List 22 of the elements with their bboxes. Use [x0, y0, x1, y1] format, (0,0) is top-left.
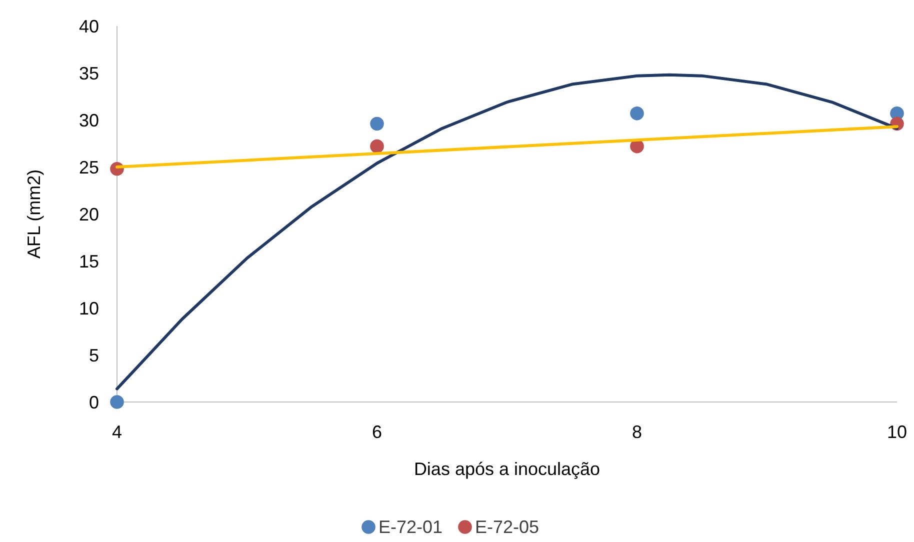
- point: [370, 116, 384, 131]
- x-axis-title: Dias após a inoculação: [414, 459, 600, 479]
- point: [370, 139, 384, 154]
- point: [630, 139, 644, 154]
- y-axis-title: AFL (mm2): [24, 169, 44, 259]
- y-tick-label: 25: [78, 157, 99, 178]
- y-tick-label: 10: [78, 298, 99, 318]
- x-tick-label: 8: [632, 422, 642, 442]
- y-tick-label: 35: [78, 63, 99, 84]
- x-tick-label: 6: [372, 422, 382, 442]
- legend-label: E-72-01: [378, 517, 443, 537]
- y-tick-label: 15: [78, 251, 99, 272]
- y-tick-label: 30: [78, 110, 99, 130]
- x-tick-label: 4: [112, 422, 122, 442]
- point: [110, 395, 124, 409]
- y-tick-label: 40: [78, 16, 99, 36]
- y-tick-label: 0: [88, 392, 99, 412]
- x-tick-label: 10: [886, 422, 908, 442]
- legend-label: E-72-05: [475, 517, 540, 537]
- point: [630, 106, 644, 120]
- y-tick-label: 20: [78, 204, 99, 224]
- y-tick-label: 5: [88, 345, 99, 366]
